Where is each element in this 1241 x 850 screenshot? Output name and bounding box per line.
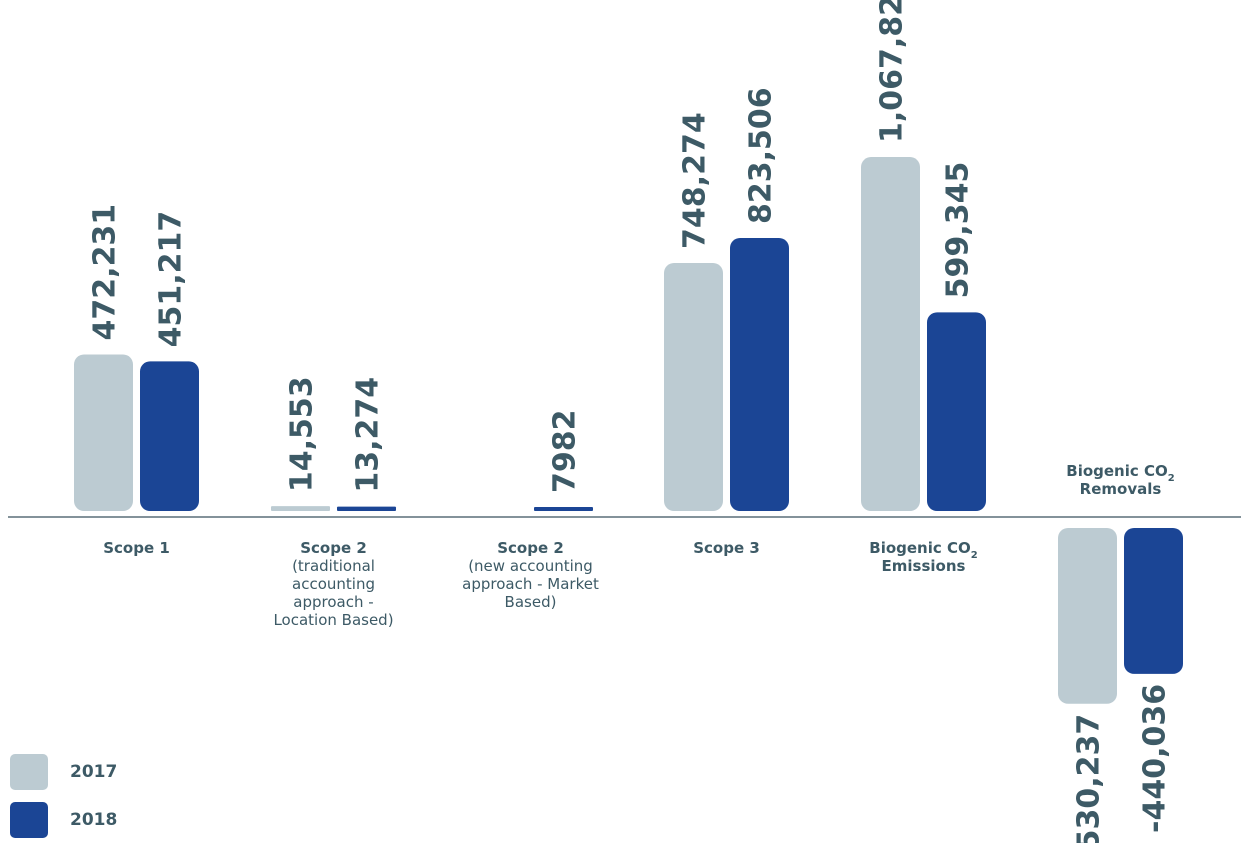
bar-2017-4: [861, 157, 920, 512]
bar-2018-0: [140, 361, 199, 511]
category-label-4-1: Emissions: [882, 557, 966, 575]
category-label-5-0: Biogenic CO2: [1066, 462, 1174, 484]
category-label-2-3: Based): [505, 593, 557, 611]
value-label-2017-4: 1,067,825: [875, 0, 910, 143]
legend-swatch-2017: [10, 754, 48, 790]
category-label-1-1: (traditional: [292, 557, 375, 575]
bar-2018-3: [730, 238, 789, 512]
category-label-0-0: Scope 1: [103, 539, 170, 557]
category-label-2-0: Scope 2: [497, 539, 564, 557]
bar-2018-1: [337, 506, 396, 511]
value-label-2018-2: 7982: [548, 410, 583, 494]
category-label-1-3: approach -: [293, 593, 373, 611]
category-label-2-2: approach - Market: [462, 575, 599, 593]
category-label-1-0: Scope 2: [300, 539, 367, 557]
value-label-2018-5: -440,036: [1138, 684, 1173, 833]
category-label-5-1: Removals: [1080, 480, 1162, 498]
bar-2018-4: [927, 312, 986, 511]
category-label-4-0: Biogenic CO2: [869, 539, 977, 561]
category-label-2-1: (new accounting: [468, 557, 593, 575]
value-label-2017-5: -530,237: [1072, 714, 1107, 843]
bar-2018-2: [534, 507, 593, 511]
legend-label-2018: 2018: [70, 810, 118, 830]
value-label-2018-4: 599,345: [941, 162, 976, 299]
bar-2017-1: [271, 506, 330, 511]
value-label-2018-0: 451,217: [154, 211, 189, 348]
legend-item-2017: 2017: [10, 754, 117, 790]
legend-label-2017: 2017: [70, 762, 118, 782]
value-label-2017-0: 472,231: [88, 204, 123, 341]
legend: 2017 2018: [10, 754, 117, 850]
category-label-3-0: Scope 3: [693, 539, 760, 557]
category-label-1-2: accounting: [292, 575, 375, 593]
value-label-2018-1: 13,274: [351, 377, 386, 493]
value-label-2017-3: 748,274: [678, 112, 713, 249]
bar-2018-5: [1124, 528, 1183, 674]
bar-2017-5: [1058, 528, 1117, 704]
category-label-1-4: Location Based): [273, 611, 393, 629]
value-label-2018-3: 823,506: [744, 87, 779, 224]
legend-item-2018: 2018: [10, 802, 117, 838]
legend-swatch-2018: [10, 802, 48, 838]
value-label-2017-1: 14,553: [285, 376, 320, 492]
bar-2017-0: [74, 354, 133, 511]
bar-2017-3: [664, 262, 723, 511]
